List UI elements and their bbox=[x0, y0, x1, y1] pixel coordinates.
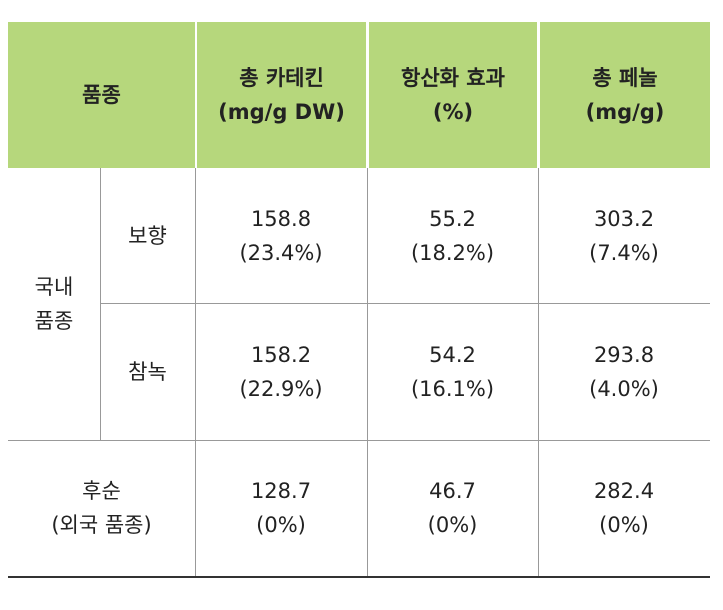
data-cell: 54.2 (16.1%) bbox=[367, 303, 538, 440]
row-label: 보향 bbox=[100, 168, 195, 303]
cell-text: 128.7 bbox=[250, 479, 312, 503]
header-cell: 총 카테킨 (mg/g DW) bbox=[197, 22, 366, 168]
cell-text: 158.8 bbox=[250, 206, 312, 231]
row-rule bbox=[8, 440, 710, 441]
data-cell: 55.2 (18.2%) bbox=[367, 168, 538, 303]
data-cell: 282.4 (0%) bbox=[538, 440, 710, 576]
header-cell: 품종 bbox=[8, 22, 195, 168]
data-cell: 46.7 (0%) bbox=[367, 440, 538, 576]
cell-text: (4.0%) bbox=[589, 376, 659, 401]
cell-text: 보향 bbox=[128, 223, 167, 248]
row-label: 후순 (외국 품종) bbox=[8, 440, 195, 576]
cell-text: (외국 품종) bbox=[51, 513, 152, 537]
cell-text: 참녹 bbox=[128, 359, 167, 384]
cell-text: 항산화 효과 bbox=[401, 66, 505, 90]
header-cell: 총 페놀 (mg/g) bbox=[540, 22, 710, 168]
col-rule bbox=[100, 168, 101, 440]
data-cell: 128.7 (0%) bbox=[195, 440, 367, 576]
cell-text: (18.2%) bbox=[410, 240, 495, 265]
cell-text: 303.2 bbox=[593, 206, 655, 231]
cell-text: 158.2 bbox=[250, 342, 312, 367]
data-cell: 293.8 (4.0%) bbox=[538, 303, 710, 440]
data-cell: 158.8 (23.4%) bbox=[195, 168, 367, 303]
cell-text: 293.8 bbox=[593, 342, 655, 367]
row-label: 참녹 bbox=[100, 303, 195, 440]
cell-text: 46.7 bbox=[429, 479, 476, 503]
cell-text: 282.4 bbox=[593, 479, 655, 503]
col-rule bbox=[367, 168, 368, 576]
cell-text: (0%) bbox=[427, 513, 478, 537]
cell-text: 품종 bbox=[82, 83, 121, 107]
cell-text: (mg/g DW) bbox=[218, 100, 345, 124]
cell-text: (23.4%) bbox=[239, 240, 323, 265]
bottom-rule bbox=[8, 576, 710, 578]
cell-text: (mg/g) bbox=[585, 100, 665, 124]
data-cell: 158.2 (22.9%) bbox=[195, 303, 367, 440]
row-rule bbox=[100, 303, 710, 304]
cell-text: 후순 bbox=[82, 479, 121, 503]
data-cell: 303.2 (7.4%) bbox=[538, 168, 710, 303]
cell-text: (7.4%) bbox=[589, 240, 659, 265]
cell-text: 품종 bbox=[34, 309, 74, 333]
header-cell: 항산화 효과 (%) bbox=[369, 22, 537, 168]
cell-text: 55.2 bbox=[429, 206, 476, 231]
col-rule bbox=[195, 168, 196, 576]
cell-text: (22.9%) bbox=[239, 376, 323, 401]
cell-text: (0%) bbox=[256, 513, 306, 537]
cell-text: 총 페놀 bbox=[592, 66, 658, 90]
cell-text: 총 카테킨 bbox=[239, 66, 324, 90]
cell-text: 54.2 bbox=[429, 342, 476, 367]
cell-text: (16.1%) bbox=[410, 376, 495, 401]
col-rule bbox=[538, 168, 539, 576]
cell-text: (%) bbox=[432, 100, 474, 124]
cell-text: (0%) bbox=[599, 513, 649, 537]
cell-text: 국내 bbox=[34, 275, 74, 299]
